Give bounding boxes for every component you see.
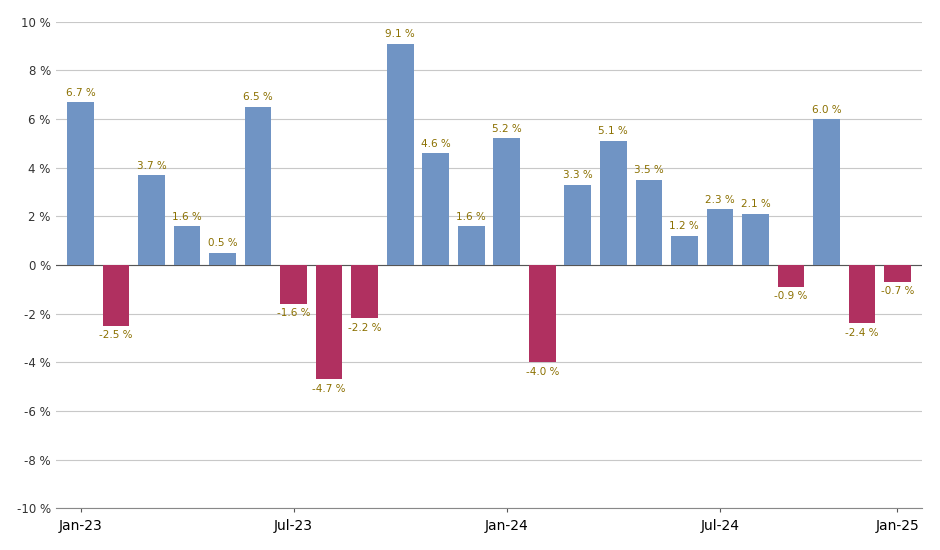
Bar [849,265,875,323]
Bar [422,153,449,265]
Bar [67,102,94,265]
Text: -2.5 %: -2.5 % [100,330,133,340]
Bar [529,265,556,362]
Bar [671,236,697,265]
Bar [565,185,591,265]
Bar [138,175,164,265]
Text: 2.3 %: 2.3 % [705,195,735,205]
Text: 3.7 %: 3.7 % [136,161,166,170]
Text: 9.1 %: 9.1 % [385,29,415,39]
Text: 5.1 %: 5.1 % [599,126,628,136]
Text: 6.7 %: 6.7 % [66,87,95,97]
Bar [244,107,272,265]
Text: 3.3 %: 3.3 % [563,170,593,180]
Bar [813,119,839,265]
Text: -4.7 %: -4.7 % [312,384,346,394]
Bar [742,214,769,265]
Text: -0.9 %: -0.9 % [775,291,807,301]
Text: 1.6 %: 1.6 % [172,212,202,222]
Text: 1.6 %: 1.6 % [456,212,486,222]
Bar [885,265,911,282]
Bar [635,180,662,265]
Text: -1.6 %: -1.6 % [277,308,310,318]
Bar [600,141,627,265]
Bar [494,139,520,265]
Text: 5.2 %: 5.2 % [492,124,522,134]
Text: 0.5 %: 0.5 % [208,238,238,249]
Text: -2.2 %: -2.2 % [348,323,382,333]
Text: 6.5 %: 6.5 % [243,92,273,102]
Text: -4.0 %: -4.0 % [525,367,559,377]
Bar [280,265,307,304]
Text: 3.5 %: 3.5 % [634,166,664,175]
Text: 4.6 %: 4.6 % [421,139,450,148]
Text: -0.7 %: -0.7 % [881,287,915,296]
Bar [102,265,130,326]
Bar [316,265,342,379]
Text: 6.0 %: 6.0 % [811,104,841,114]
Bar [387,43,414,265]
Bar [458,226,484,265]
Bar [707,209,733,265]
Text: 2.1 %: 2.1 % [741,200,770,210]
Bar [174,226,200,265]
Bar [352,265,378,318]
Text: 1.2 %: 1.2 % [669,221,699,232]
Bar [210,253,236,265]
Text: -2.4 %: -2.4 % [845,328,879,338]
Bar [777,265,805,287]
